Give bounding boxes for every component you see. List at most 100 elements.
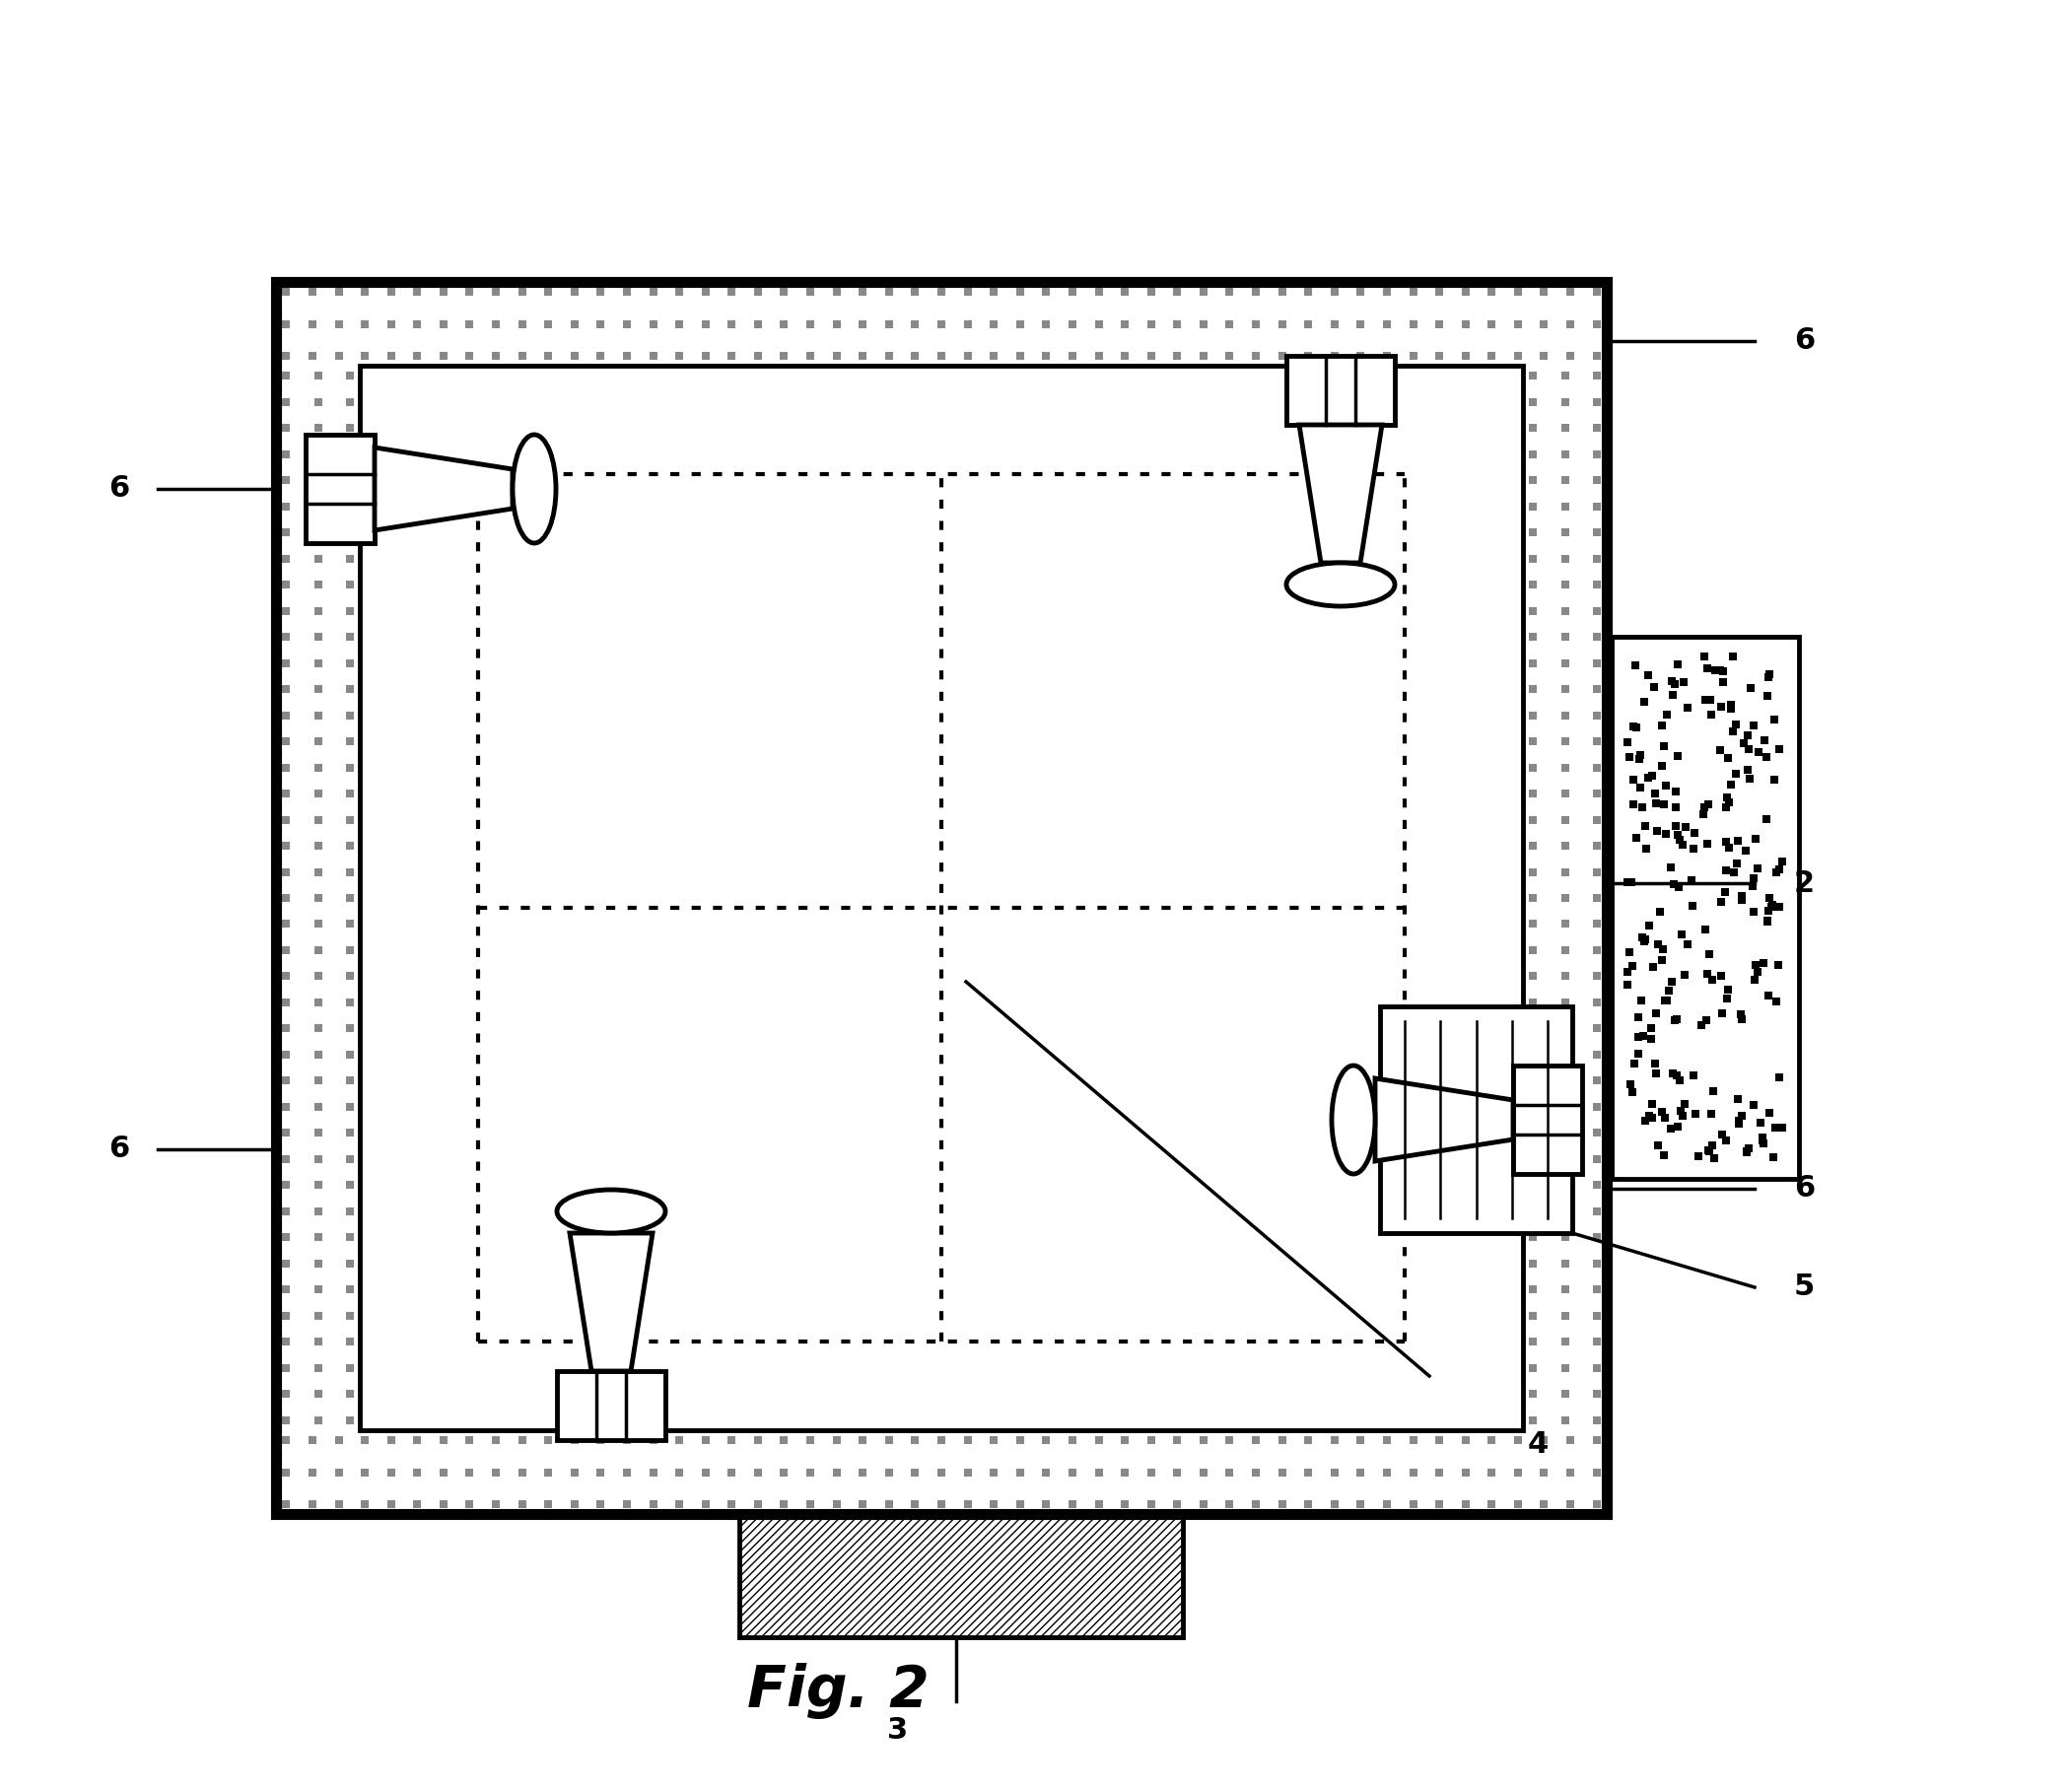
Point (300, 388, 334, 417)
Point (1581, 544, 1614, 573)
Point (1517, 492, 1550, 521)
Point (300, 465, 334, 494)
Point (821, 277, 854, 306)
Point (1759, 859, 1792, 888)
Point (1610, 729, 1643, 757)
Point (427, 1427, 460, 1455)
Point (1082, 1489, 1115, 1518)
Point (1641, 816, 1674, 845)
Point (454, 342, 487, 371)
Point (1548, 519, 1581, 548)
Point (300, 831, 334, 859)
Point (1548, 1119, 1581, 1147)
Point (1448, 1427, 1481, 1455)
Point (334, 1405, 367, 1434)
Point (479, 1427, 512, 1455)
Point (899, 1427, 932, 1455)
Point (1581, 806, 1614, 834)
Point (269, 1380, 303, 1409)
Point (334, 388, 367, 417)
Point (1109, 310, 1142, 338)
Point (334, 440, 367, 469)
Point (845, 277, 879, 306)
Point (924, 1489, 957, 1518)
Point (296, 1457, 329, 1486)
Point (742, 342, 775, 371)
Point (1676, 891, 1709, 920)
Point (269, 1040, 303, 1069)
Point (1647, 732, 1680, 761)
Point (1581, 1040, 1614, 1069)
Point (1187, 1457, 1220, 1486)
Point (611, 1457, 644, 1486)
Point (1448, 1489, 1481, 1518)
Point (1548, 831, 1581, 859)
Point (742, 1427, 775, 1455)
Point (1517, 1144, 1550, 1172)
Point (300, 413, 334, 442)
Point (1622, 1002, 1656, 1031)
Point (300, 492, 334, 521)
Point (1581, 1274, 1614, 1303)
Point (821, 1427, 854, 1455)
Point (1668, 813, 1701, 841)
Point (1581, 342, 1614, 371)
Point (1239, 1457, 1272, 1486)
Point (1517, 1015, 1550, 1044)
Point (1691, 829, 1724, 857)
Point (1745, 1108, 1778, 1137)
Point (1517, 1301, 1550, 1330)
Point (1345, 1489, 1378, 1518)
Point (269, 1015, 303, 1044)
Point (1517, 544, 1550, 573)
Point (611, 1427, 644, 1455)
Point (1517, 413, 1550, 442)
Point (1722, 827, 1755, 856)
Point (951, 310, 984, 338)
Point (611, 1489, 644, 1518)
Point (1747, 949, 1780, 977)
Ellipse shape (512, 435, 555, 542)
Point (1212, 1457, 1245, 1486)
Point (269, 1092, 303, 1121)
Point (300, 675, 334, 703)
Point (951, 1427, 984, 1455)
Point (794, 1489, 827, 1518)
Point (296, 310, 329, 338)
Point (1057, 1427, 1090, 1455)
Point (334, 1223, 367, 1251)
Point (1581, 519, 1614, 548)
Point (924, 1457, 957, 1486)
Point (1581, 648, 1614, 677)
Point (1645, 711, 1678, 739)
Point (1548, 440, 1581, 469)
Point (557, 1489, 591, 1518)
Point (269, 1119, 303, 1147)
Point (636, 1457, 669, 1486)
Point (334, 936, 367, 965)
Point (269, 1457, 303, 1486)
Point (1109, 1489, 1142, 1518)
Point (1656, 680, 1689, 709)
Point (400, 1489, 433, 1518)
Point (1639, 1049, 1672, 1078)
Point (1711, 976, 1745, 1004)
Point (1318, 342, 1351, 371)
Point (269, 1489, 303, 1518)
Point (533, 277, 566, 306)
Point (951, 342, 984, 371)
Point (1759, 988, 1792, 1017)
Point (400, 310, 433, 338)
Point (1291, 1489, 1324, 1518)
Point (1730, 1137, 1763, 1165)
Point (1502, 277, 1535, 306)
Point (1030, 277, 1063, 306)
Bar (740, 1514, 1183, 1638)
Point (300, 544, 334, 573)
Point (1291, 1427, 1324, 1455)
Point (1581, 936, 1614, 965)
Point (1548, 1301, 1581, 1330)
Point (1703, 736, 1736, 764)
Point (1738, 823, 1772, 852)
Point (300, 648, 334, 677)
